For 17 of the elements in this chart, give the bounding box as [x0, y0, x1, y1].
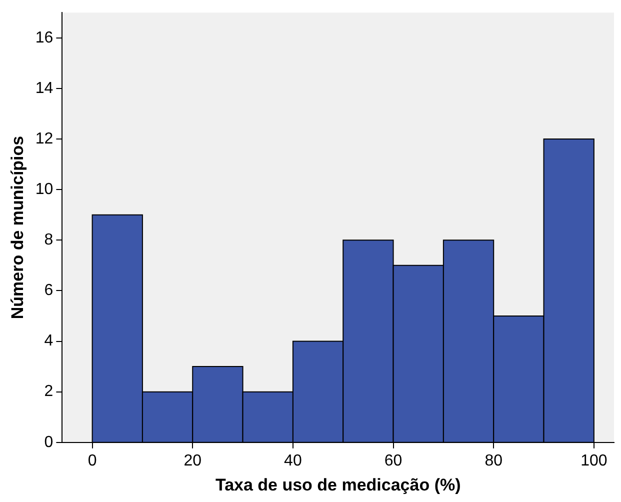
- x-tick-label: 100: [580, 452, 608, 470]
- x-tick-label: 40: [284, 452, 302, 470]
- x-tick-label: 0: [88, 452, 97, 470]
- x-tick-label: 60: [384, 452, 402, 470]
- y-tick-label: 8: [44, 232, 54, 249]
- y-tick-label: 10: [35, 180, 54, 198]
- y-tick-label: 16: [35, 29, 54, 46]
- y-tick-label: 12: [35, 130, 54, 148]
- y-tick-label: 4: [44, 332, 54, 350]
- x-axis-title: Taxa de uso de medicação (%): [215, 475, 461, 494]
- x-tick-label: 80: [484, 452, 503, 470]
- y-tick-label: 2: [44, 383, 54, 400]
- y-axis-title: Número de municípios: [8, 136, 27, 320]
- y-tick-label: 6: [44, 282, 54, 300]
- x-tick-label: 20: [184, 452, 202, 470]
- y-tick-label: 0: [44, 434, 54, 451]
- y-tick-label: 14: [35, 80, 54, 97]
